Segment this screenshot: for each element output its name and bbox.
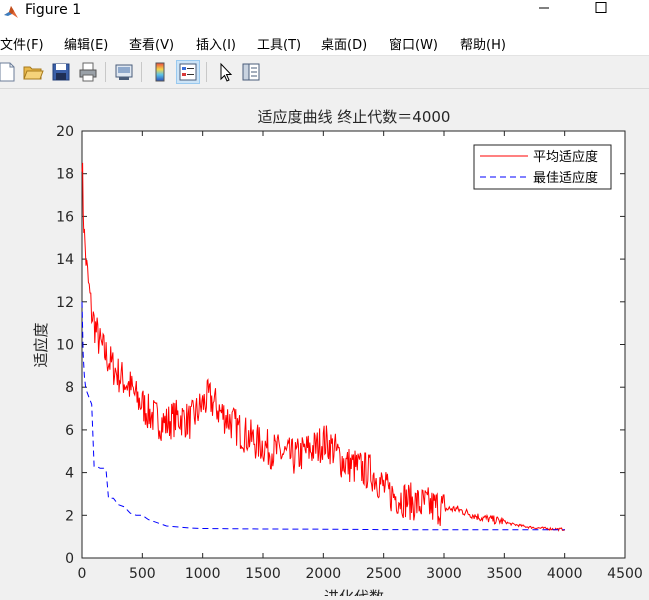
new-figure-button[interactable] — [0, 61, 18, 83]
x-tick-label: 2500 — [366, 566, 402, 582]
fitness-line-chart: 0 500 1000 1500 2000 2500 3000 3500 4000 4500 0 2 4 6… — [32, 108, 643, 600]
x-tick-label: 3000 — [426, 566, 462, 582]
window-title: Figure 1 — [25, 2, 82, 18]
maximize-icon — [595, 2, 607, 13]
x-tick-label: 500 — [129, 566, 156, 582]
y-tick-label: 16 — [56, 209, 74, 225]
legend-label-average: 平均适应度 — [533, 149, 598, 165]
maximize-button[interactable] — [578, 0, 624, 22]
plot-area — [81, 130, 626, 559]
menu-help[interactable]: 帮助(H) — [460, 38, 506, 53]
toolbar-separator — [206, 62, 207, 82]
x-tick-label: 0 — [78, 566, 87, 582]
legend-button[interactable] — [176, 60, 200, 84]
menu-file[interactable]: 文件(F) — [0, 38, 44, 53]
x-tick-label: 1000 — [185, 566, 221, 582]
y-tick-label: 10 — [56, 338, 74, 354]
menu-view[interactable]: 查看(V) — [129, 38, 175, 53]
minimize-button[interactable] — [521, 0, 567, 22]
open-file-icon — [23, 66, 44, 80]
series-line-best-fitness — [81, 301, 565, 531]
chart-title: 适应度曲线 终止代数＝4000 — [258, 108, 451, 126]
axis-ticks: 0 500 1000 1500 2000 2500 3000 3500 4000 4500 0 2 4 6… — [56, 124, 643, 582]
y-tick-label: 4 — [65, 466, 74, 482]
chart-series — [81, 162, 566, 532]
menu-bar: 文件(F) 编辑(E) 查看(V) 插入(I) 工具(T) 桌面(D) 窗口(W… — [0, 30, 649, 56]
toolbar-separator — [141, 62, 142, 82]
menu-tools[interactable]: 工具(T) — [257, 38, 302, 53]
colorbar-button[interactable] — [149, 61, 171, 83]
menu-insert[interactable]: 插入(I) — [196, 38, 236, 53]
link-plot-button[interactable] — [113, 61, 135, 83]
pointer-icon — [220, 62, 233, 82]
property-inspector-icon — [242, 63, 260, 81]
y-tick-label: 2 — [65, 508, 74, 524]
y-tick-label: 0 — [65, 551, 74, 567]
legend-icon — [179, 63, 197, 81]
matlab-logo-icon — [4, 6, 18, 18]
property-inspector-button[interactable] — [240, 61, 262, 83]
colorbar-icon — [155, 62, 165, 82]
figure-canvas: 0 500 1000 1500 2000 2500 3000 3500 4000 4500 0 2 4 6… — [0, 89, 649, 600]
x-axis-label: 进化代数 — [324, 588, 384, 596]
y-tick-label: 8 — [65, 380, 74, 396]
link-plot-icon — [115, 64, 133, 80]
y-tick-label: 6 — [65, 423, 74, 439]
toolbar-separator — [105, 62, 106, 82]
series-line-average-fitness — [81, 162, 566, 532]
legend-box — [473, 144, 612, 190]
figure-toolbar — [0, 56, 649, 89]
window-titlebar: Figure 1 — [0, 0, 649, 30]
menu-desktop[interactable]: 桌面(D) — [321, 38, 368, 53]
save-icon — [52, 63, 70, 81]
open-file-button[interactable] — [22, 61, 44, 83]
legend-label-best: 最佳适应度 — [533, 170, 598, 186]
minimize-icon — [539, 7, 549, 9]
x-tick-label: 2000 — [306, 566, 342, 582]
x-tick-label: 3500 — [487, 566, 523, 582]
y-axis-label: 适应度 — [32, 322, 50, 367]
pointer-button[interactable] — [214, 61, 236, 83]
x-tick-label: 4500 — [607, 566, 643, 582]
y-tick-label: 14 — [56, 252, 74, 268]
x-tick-label: 4000 — [547, 566, 583, 582]
y-tick-label: 18 — [56, 167, 74, 183]
new-figure-icon — [0, 62, 15, 82]
menu-window[interactable]: 窗口(W) — [389, 38, 438, 53]
print-icon — [79, 62, 97, 82]
print-button[interactable] — [77, 61, 99, 83]
menu-edit[interactable]: 编辑(E) — [64, 38, 109, 53]
x-tick-label: 1500 — [245, 566, 281, 582]
legend[interactable]: 平均适应度 最佳适应度 — [473, 144, 612, 190]
y-tick-label: 12 — [56, 295, 74, 311]
save-button[interactable] — [50, 61, 72, 83]
y-tick-label: 20 — [56, 124, 74, 140]
